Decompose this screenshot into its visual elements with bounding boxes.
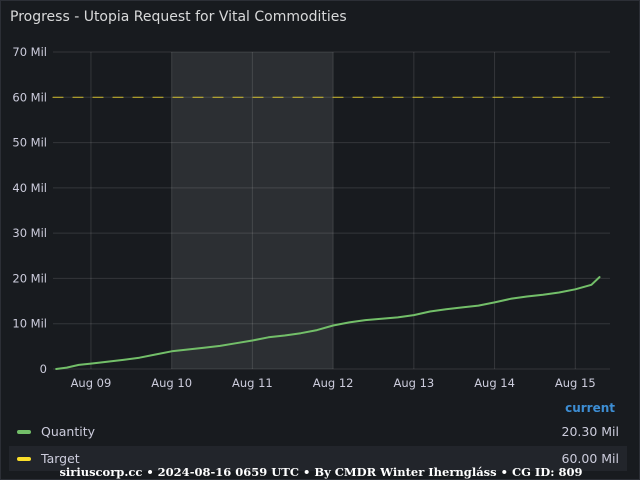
legend-item-label: Quantity — [41, 424, 96, 439]
footer-attribution: siriuscorp.cc • 2024-08-16 0659 UTC • By… — [59, 465, 583, 479]
highlight-region — [171, 52, 334, 369]
grid — [53, 51, 610, 370]
quantity-swatch-icon — [17, 429, 31, 434]
line-chart[interactable]: 0 10 Mil 20 Mil 30 Mil 40 Mil 50 Mil 60 Mil 70 … — [1, 1, 640, 401]
x-tick-label: Aug 12 — [313, 376, 354, 390]
series-quantity-line — [55, 276, 601, 370]
x-tick-label: Aug 13 — [393, 376, 434, 390]
y-tick-label: 70 Mil — [12, 45, 47, 59]
legend-item-value: 60.00 Mil — [561, 451, 620, 466]
legend-column-header[interactable]: current — [565, 401, 615, 415]
legend-item-target[interactable]: Target 60.00 Mil — [9, 446, 627, 471]
y-tick-label: 50 Mil — [12, 136, 47, 150]
target-swatch-icon — [17, 456, 31, 461]
y-tick-label: 10 Mil — [12, 317, 47, 331]
panel-title[interactable]: Progress - Utopia Request for Vital Comm… — [10, 9, 347, 25]
x-tick-label: Aug 14 — [474, 376, 515, 390]
legend-item-label: Target — [41, 451, 80, 466]
series-layer — [52, 96, 611, 370]
y-tick-label: 0 — [40, 362, 47, 376]
y-tick-label: 60 Mil — [12, 90, 47, 104]
x-tick-label: Aug 10 — [151, 376, 192, 390]
y-axis: 0 10 Mil 20 Mil 30 Mil 40 Mil 50 Mil 60 Mil 70 … — [12, 45, 47, 376]
y-tick-label: 20 Mil — [12, 271, 47, 285]
y-tick-label: 30 Mil — [12, 226, 47, 240]
legend-item-value: 20.30 Mil — [561, 424, 620, 439]
x-tick-label: Aug 11 — [232, 376, 273, 390]
x-tick-label: Aug 15 — [555, 376, 596, 390]
x-axis: Aug 09 Aug 10 Aug 11 Aug 12 Aug 13 Aug 14 Aug … — [71, 376, 596, 390]
y-tick-label: 40 Mil — [12, 181, 47, 195]
x-tick-label: Aug 09 — [71, 376, 112, 390]
legend-item-quantity[interactable]: Quantity 20.30 Mil — [9, 419, 627, 444]
